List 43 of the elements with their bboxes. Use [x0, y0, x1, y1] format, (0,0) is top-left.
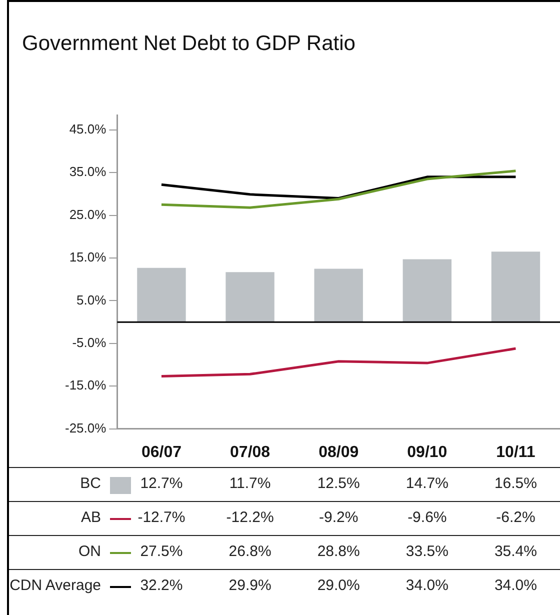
legend-label: ON [78, 542, 101, 560]
data-label: -9.6% [408, 508, 447, 526]
bar [137, 268, 186, 322]
data-label: 29.0% [317, 576, 360, 594]
x-tick-label: 09/10 [407, 444, 448, 461]
chart-title: Government Net Debt to GDP Ratio [22, 32, 356, 56]
data-label: 32.2% [140, 576, 183, 594]
x-tick-label: 07/08 [230, 444, 270, 461]
x-tick-label: 10/11 [496, 444, 536, 461]
data-label: -9.2% [319, 508, 358, 526]
data-label: 14.7% [406, 474, 448, 492]
y-tick-label: 15.0% [69, 250, 107, 265]
y-tick-label: 35.0% [69, 164, 107, 180]
data-label: 29.9% [228, 576, 272, 594]
data-label: 33.5% [406, 542, 448, 560]
bar [314, 268, 363, 322]
data-label: 12.7% [140, 474, 183, 492]
data-label: 28.8% [317, 542, 360, 560]
data-label: 11.7% [229, 474, 271, 492]
y-tick-label: 25.0% [69, 206, 107, 222]
bar [402, 259, 452, 322]
y-tick-label: 5.0% [76, 292, 107, 308]
x-tick-label: 06/07 [141, 444, 182, 461]
data-label: -12.7% [138, 508, 186, 526]
data-label: 35.4% [494, 542, 537, 560]
data-label: -6.2% [496, 508, 536, 526]
data-label: 27.5% [140, 542, 183, 560]
data-label: -12.2% [226, 508, 274, 526]
y-tick-label: -5.0% [72, 334, 107, 350]
data-label: 34.0% [406, 576, 448, 594]
y-tick-label: -15.0% [64, 378, 107, 393]
x-tick-label: 08/09 [318, 444, 359, 461]
legend-label: CDN Average [10, 576, 101, 594]
data-label: 34.0% [494, 576, 537, 594]
legend-label: AB [80, 508, 101, 526]
data-label: 12.5% [317, 474, 360, 492]
data-label: 16.5% [494, 474, 537, 492]
bar [491, 252, 540, 322]
y-tick-label: -25.0% [64, 420, 107, 436]
y-tick-label: 45.0% [69, 122, 107, 137]
bar [226, 272, 274, 322]
data-label: 26.8% [228, 542, 272, 560]
legend-label: BC [80, 474, 101, 492]
